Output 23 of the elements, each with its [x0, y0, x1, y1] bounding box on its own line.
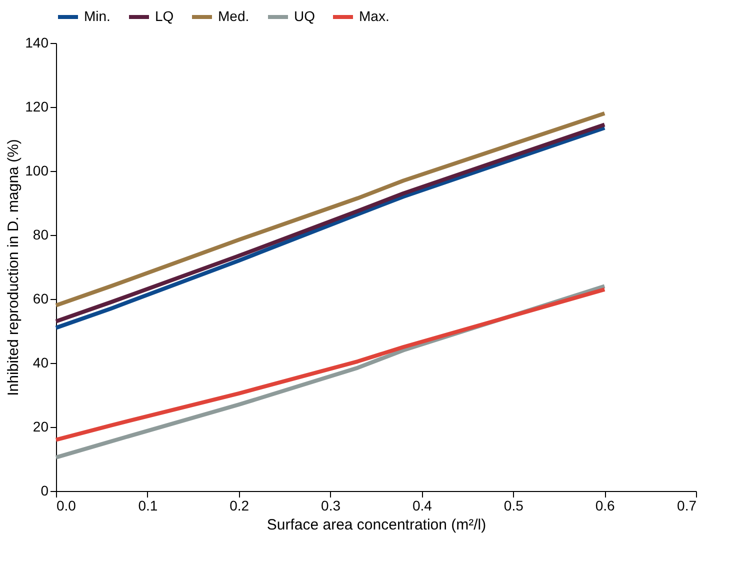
y-tick-label: 80 [32, 226, 49, 242]
x-tick-label: 0.2 [230, 498, 250, 514]
x-tick-label: 0.3 [321, 498, 341, 514]
y-tick-label: 140 [25, 34, 49, 50]
x-tick-label: 0.0 [56, 498, 76, 514]
legend-label: LQ [155, 8, 174, 24]
y-axis-title: Inhibited reproduction in D. magna (%) [5, 139, 22, 396]
y-tick-label: 20 [32, 418, 49, 434]
legend-label: Max. [359, 8, 390, 24]
legend-label: Med. [218, 8, 250, 24]
legend-label: Min. [84, 8, 110, 24]
x-axis-title: Surface area concentration (m²/l) [266, 516, 486, 534]
y-tick-label: 100 [25, 162, 49, 178]
x-tick-label: 0.7 [677, 498, 697, 514]
x-tick-label: 0.6 [595, 498, 616, 514]
y-tick-label: 120 [25, 98, 49, 114]
x-tick-label: 0.4 [412, 498, 432, 514]
x-tick-label: 0.5 [504, 498, 524, 514]
y-tick-label: 60 [32, 290, 49, 306]
y-tick-label: 40 [32, 354, 49, 370]
legend-label: UQ [294, 8, 316, 24]
x-tick-label: 0.1 [138, 498, 158, 514]
y-tick-label: 0 [40, 482, 49, 498]
